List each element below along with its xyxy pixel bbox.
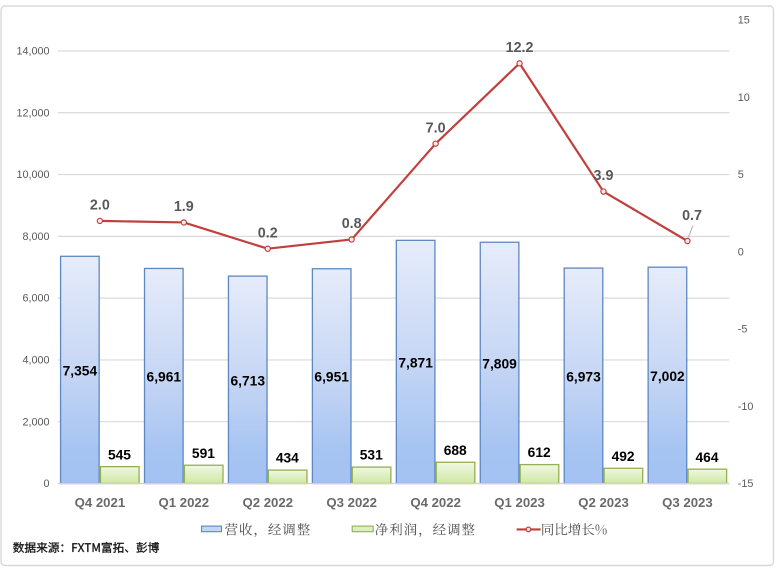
svg-text:492: 492 xyxy=(612,449,635,464)
svg-text:531: 531 xyxy=(360,448,383,463)
svg-text:3.9: 3.9 xyxy=(594,168,614,184)
svg-text:6,000: 6,000 xyxy=(22,293,49,305)
svg-text:2,000: 2,000 xyxy=(22,416,49,428)
svg-text:6,961: 6,961 xyxy=(147,370,182,385)
svg-text:612: 612 xyxy=(528,445,551,460)
svg-text:7,354: 7,354 xyxy=(63,364,98,379)
svg-text:-10: -10 xyxy=(738,401,754,413)
svg-text:0.2: 0.2 xyxy=(258,225,278,241)
svg-text:Q4 2022: Q4 2022 xyxy=(410,495,461,510)
svg-text:591: 591 xyxy=(192,446,215,461)
svg-text:-15: -15 xyxy=(738,478,754,490)
svg-text:434: 434 xyxy=(276,451,299,466)
svg-text:Q1 2023: Q1 2023 xyxy=(494,495,545,510)
svg-text:Q3 2023: Q3 2023 xyxy=(662,495,713,510)
svg-text:8,000: 8,000 xyxy=(22,231,49,243)
svg-text:7,809: 7,809 xyxy=(482,356,517,371)
svg-text:Q2 2023: Q2 2023 xyxy=(578,495,629,510)
svg-text:4,000: 4,000 xyxy=(22,355,49,367)
svg-text:0.8: 0.8 xyxy=(342,216,362,232)
svg-text:6,973: 6,973 xyxy=(566,369,601,384)
svg-text:12.2: 12.2 xyxy=(506,40,534,56)
svg-text:7.0: 7.0 xyxy=(426,120,446,136)
svg-text:545: 545 xyxy=(108,447,131,462)
svg-text:7,871: 7,871 xyxy=(398,356,433,371)
svg-text:-5: -5 xyxy=(738,324,748,336)
svg-text:Q4 2021: Q4 2021 xyxy=(75,495,126,510)
svg-text:0: 0 xyxy=(738,246,744,258)
svg-text:10,000: 10,000 xyxy=(16,169,49,181)
svg-text:6,951: 6,951 xyxy=(314,370,349,385)
svg-text:688: 688 xyxy=(444,443,467,458)
svg-text:15: 15 xyxy=(738,15,750,27)
svg-text:2.0: 2.0 xyxy=(90,198,110,214)
svg-text:6,713: 6,713 xyxy=(230,373,265,388)
svg-text:Q3 2022: Q3 2022 xyxy=(326,495,377,510)
svg-text:0: 0 xyxy=(43,478,49,490)
svg-text:7,002: 7,002 xyxy=(650,369,685,384)
svg-text:14,000: 14,000 xyxy=(16,46,49,58)
svg-text:10: 10 xyxy=(738,92,750,104)
svg-text:Q2 2022: Q2 2022 xyxy=(242,495,293,510)
svg-text:1.9: 1.9 xyxy=(174,199,194,215)
svg-text:5: 5 xyxy=(738,169,744,181)
svg-text:464: 464 xyxy=(696,450,719,465)
svg-text:12,000: 12,000 xyxy=(16,107,49,119)
svg-text:0.7: 0.7 xyxy=(682,208,702,224)
svg-text:Q1 2022: Q1 2022 xyxy=(159,495,210,510)
